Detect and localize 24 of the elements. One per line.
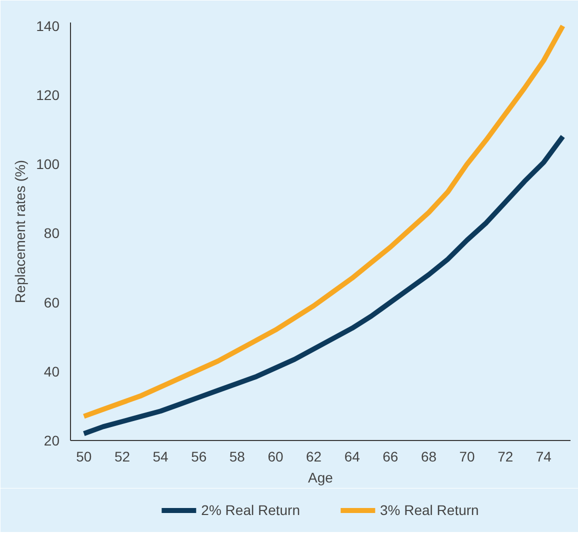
legend-label: 2% Real Return: [201, 502, 300, 518]
y-tick-label: 40: [44, 363, 60, 380]
x-tick-label: 68: [420, 448, 437, 464]
x-tick-label: 60: [268, 448, 284, 464]
y-tick-label: 100: [36, 156, 60, 172]
y-tick-label: 20: [44, 432, 60, 448]
x-tick-label: 70: [459, 448, 476, 464]
x-tick-label: 74: [536, 448, 552, 464]
y-axis-title: Replacement rates (%): [12, 160, 28, 304]
x-tick-label: 62: [306, 448, 322, 464]
x-tick-label: 50: [76, 448, 92, 464]
x-tick-label: 58: [229, 448, 246, 464]
y-tick-label: 80: [44, 225, 60, 242]
y-tick-label: 60: [44, 294, 60, 310]
y-tick-label: 120: [36, 87, 60, 104]
x-axis-title: Age: [308, 470, 334, 486]
x-tick-label: 66: [382, 448, 398, 464]
x-tick-label: 54: [152, 448, 169, 464]
legend-label: 3% Real Return: [380, 502, 479, 518]
x-tick-label: 52: [114, 448, 130, 464]
y-tick-label: 140: [36, 18, 60, 34]
x-tick-label: 64: [344, 448, 360, 464]
x-tick-label: 72: [498, 448, 514, 464]
x-tick-label: 56: [191, 448, 207, 464]
